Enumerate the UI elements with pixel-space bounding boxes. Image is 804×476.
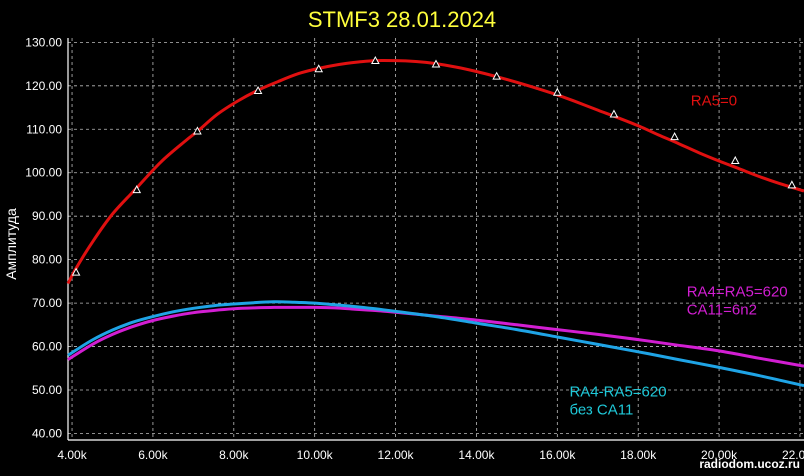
y-tick-label: 80.00 (32, 253, 62, 267)
series-line-no-ca11 (67, 300, 804, 388)
series-annotation: RA5=0 (691, 92, 737, 109)
x-tick-label: 6.00k (138, 448, 168, 462)
data-point-marker (787, 180, 797, 189)
x-tick-label: 12.00k (378, 448, 415, 462)
series-line-ca11 (67, 305, 804, 368)
data-point-marker (193, 126, 202, 135)
data-point-marker (431, 59, 441, 68)
data-point-marker (253, 85, 263, 95)
x-tick-label: 8.00k (219, 448, 249, 462)
y-axis-label: Амплитуда (3, 208, 19, 280)
axes: 4.00k 6.00k 8.00k 10.00k 12.00k 14.00k 16.00k 1… (25, 35, 804, 462)
y-tick-label: 60.00 (32, 340, 62, 354)
x-tick-label: 22.00k (782, 448, 804, 462)
chart-title: STMF3 28.01.2024 (308, 7, 496, 32)
series-annotation: RA4=RA5=620 (687, 284, 788, 301)
data-point-marker (609, 109, 619, 118)
series-annotation: без CA11 (569, 402, 633, 419)
series-annotation: RA4-RA5=620 (569, 384, 666, 401)
y-tick-label: 90.00 (32, 209, 62, 223)
data-point-marker (670, 132, 679, 141)
watermark: radiodom.ucoz.ru (699, 457, 800, 471)
y-tick-label: 130.00 (25, 35, 62, 49)
series-line-ra5 (66, 58, 804, 285)
data-point-marker (492, 71, 501, 80)
series-group (66, 55, 804, 388)
x-tick-label: 14.00k (458, 448, 495, 462)
data-point-marker (552, 87, 562, 96)
x-tick-label: 18.00k (620, 448, 657, 462)
x-tick-label: 20.00k (701, 448, 738, 462)
x-tick-label: 4.00k (57, 448, 87, 462)
series-annotation: CA11=6n2 (687, 302, 757, 319)
data-point-marker (71, 267, 81, 276)
y-tick-label: 100.00 (25, 166, 62, 180)
x-tick-label: 16.00k (539, 448, 576, 462)
data-point-marker (132, 185, 142, 194)
data-point-marker (314, 64, 324, 73)
grid (68, 38, 804, 440)
x-tick-label: 10.00k (297, 448, 334, 462)
y-tick-label: 40.00 (32, 426, 62, 440)
data-point-marker (371, 55, 380, 65)
y-tick-label: 70.00 (32, 296, 62, 310)
y-tick-label: 50.00 (32, 383, 62, 397)
data-point-marker (730, 155, 740, 164)
y-tick-label: 110.00 (26, 122, 62, 136)
y-tick-label: 120.00 (25, 79, 62, 93)
